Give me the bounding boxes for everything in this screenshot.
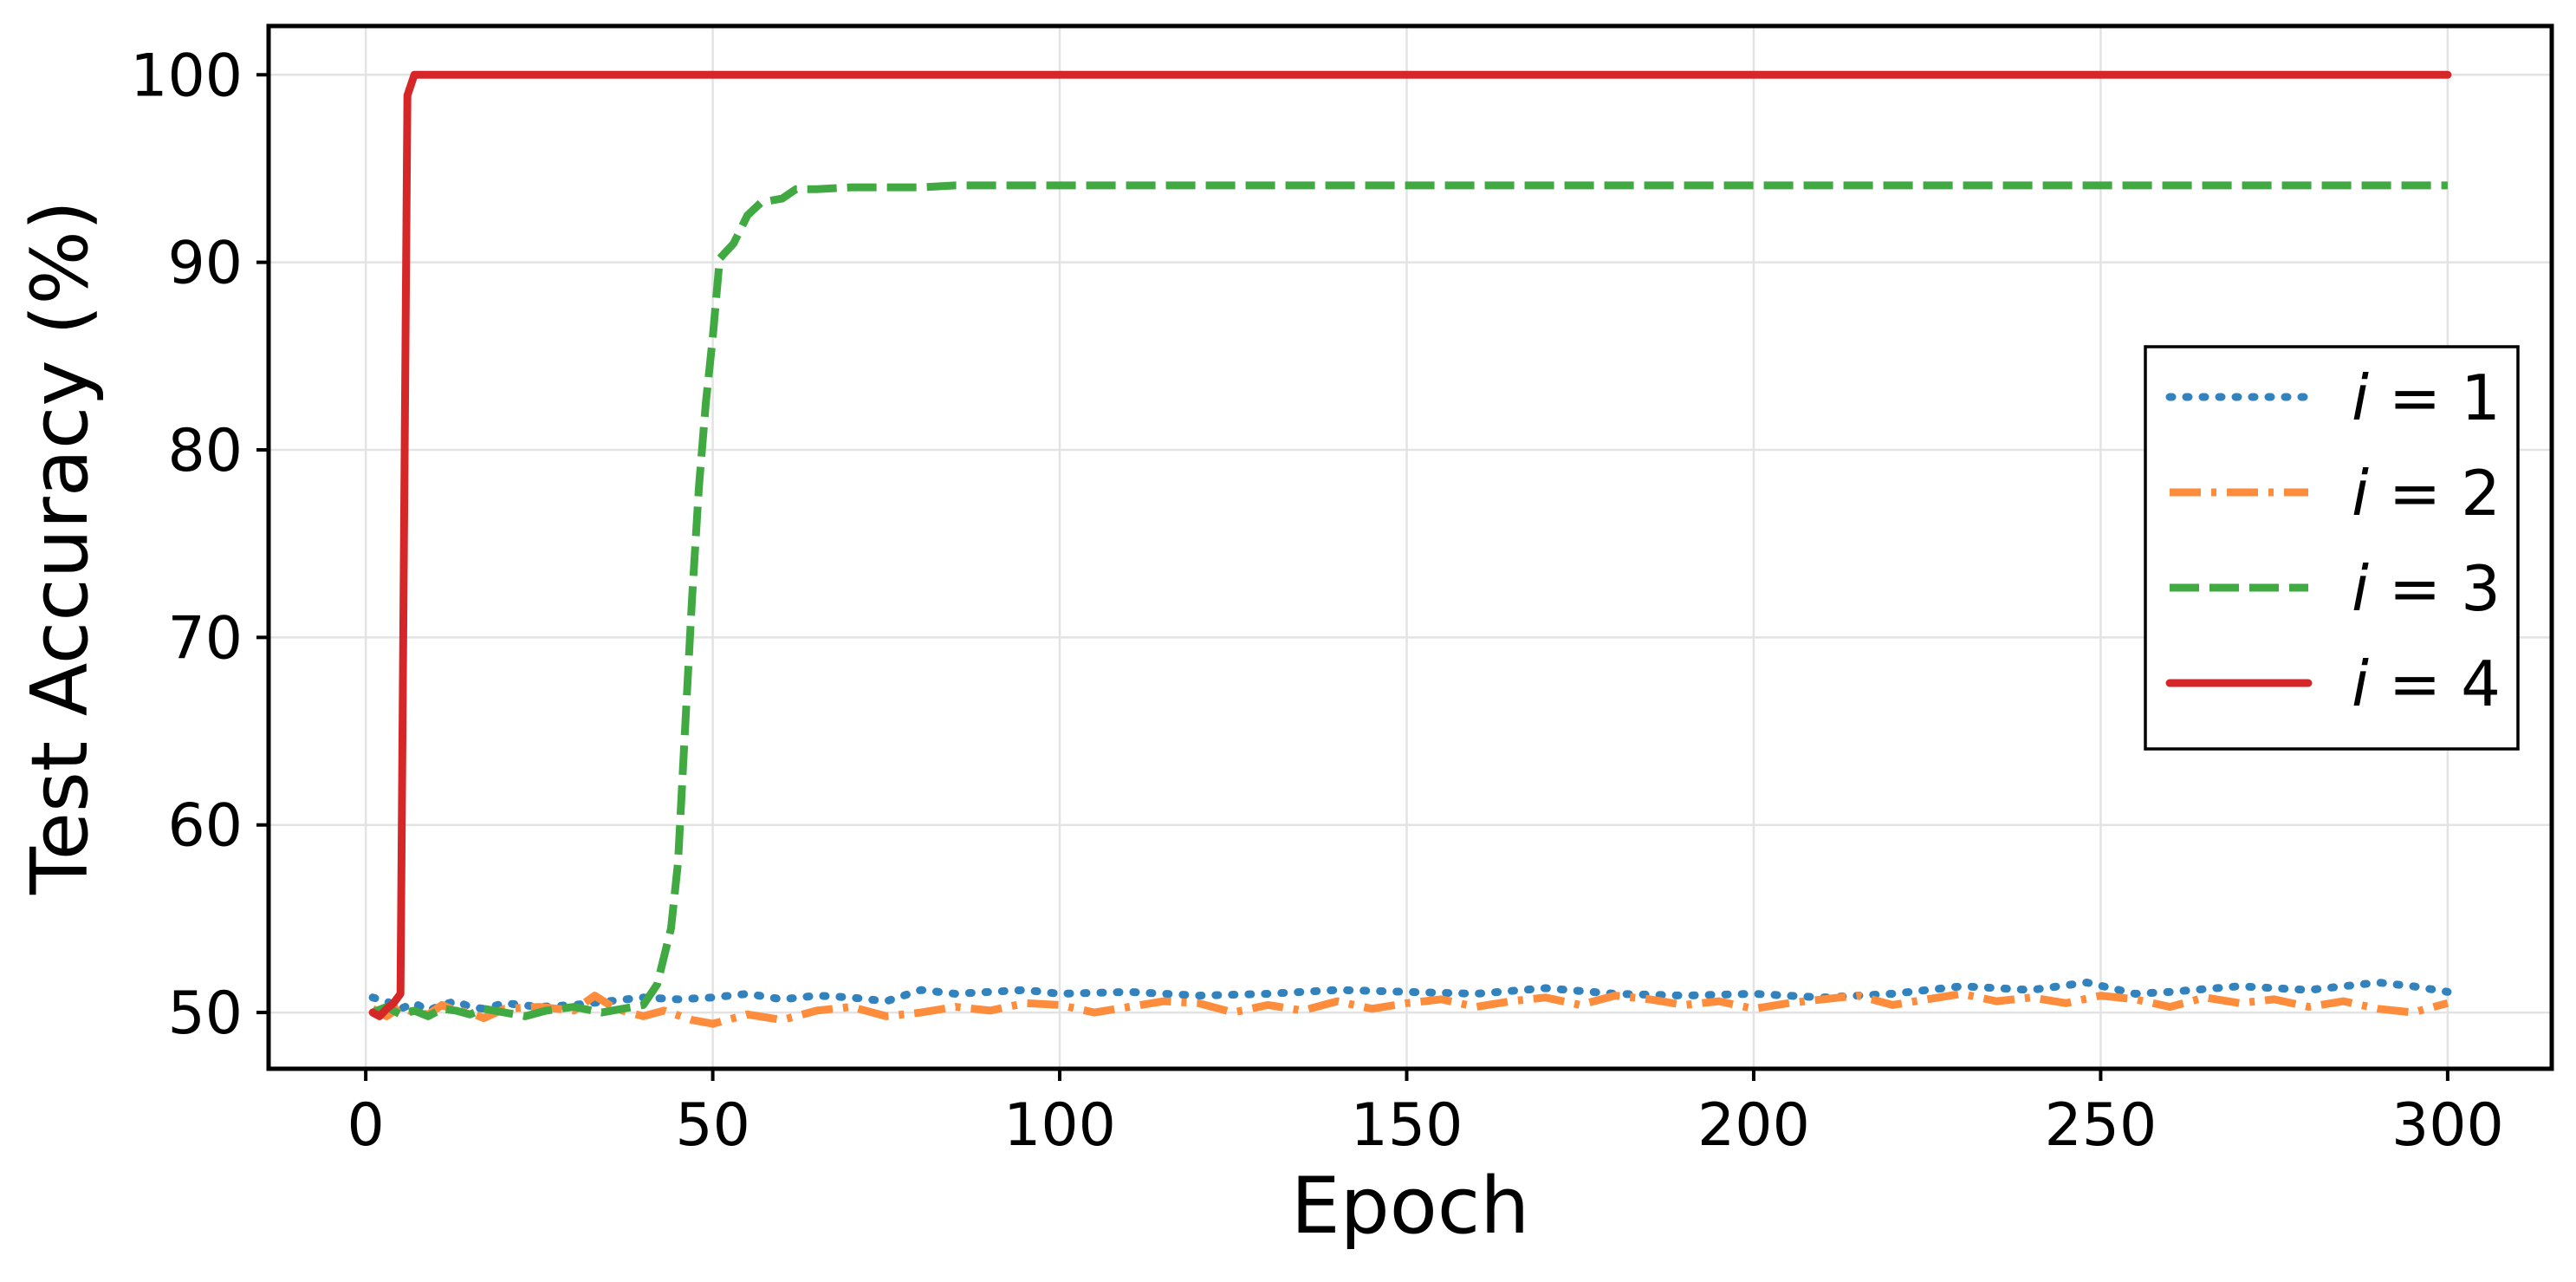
legend-label-i-4: i = 4 xyxy=(2352,648,2501,720)
y-tick-label: 80 xyxy=(167,417,243,485)
x-axis-title: Epoch xyxy=(1291,1161,1530,1252)
y-tick-label: 70 xyxy=(167,604,243,673)
tick-layer: 0 50 100 150 200 250 300 50 60 70 80 90 100 xyxy=(130,42,2504,1160)
y-tick-label: 60 xyxy=(167,792,243,861)
series-line-i-3 xyxy=(371,181,2448,1020)
legend-label-i-3: i = 3 xyxy=(2352,552,2501,625)
x-tick-label: 50 xyxy=(675,1091,750,1160)
series-layer xyxy=(368,70,2452,1028)
x-tick-label: 200 xyxy=(1697,1091,1810,1160)
plot-frame xyxy=(266,23,2554,1071)
series-line-i-4 xyxy=(368,70,2452,1020)
x-tick-label: 250 xyxy=(2045,1091,2157,1160)
y-tick-label: 50 xyxy=(167,979,243,1048)
x-tick-label: 0 xyxy=(347,1091,384,1160)
x-tick-label: 300 xyxy=(2391,1091,2504,1160)
x-tick-label: 150 xyxy=(1351,1091,1463,1160)
legend-label-i-1: i = 1 xyxy=(2352,361,2501,434)
legend-label-i-2: i = 2 xyxy=(2352,457,2501,530)
y-tick-label: 90 xyxy=(167,230,243,298)
legend: i = 1 i = 2 i = 3 i = 4 xyxy=(2144,345,2520,751)
series-line-i-2 xyxy=(370,990,2449,1028)
y-axis-title: Test Accuracy (%) xyxy=(15,200,106,895)
x-tick-label: 100 xyxy=(1003,1091,1116,1160)
y-tick-label: 100 xyxy=(130,42,243,110)
series-line-i-1 xyxy=(368,979,2452,1015)
